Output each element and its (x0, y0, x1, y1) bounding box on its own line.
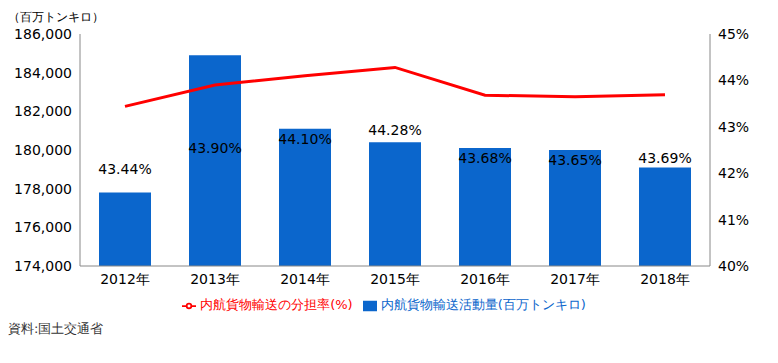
svg-text:184,000: 184,000 (14, 65, 72, 81)
svg-text:180,000: 180,000 (14, 142, 72, 158)
svg-text:174,000: 174,000 (14, 258, 72, 274)
svg-text:2014年: 2014年 (280, 271, 330, 287)
svg-text:182,000: 182,000 (14, 103, 72, 119)
svg-text:44%: 44% (718, 72, 749, 88)
svg-text:2018年: 2018年 (640, 271, 690, 287)
svg-text:45%: 45% (718, 26, 749, 42)
svg-text:2013年: 2013年 (190, 271, 240, 287)
svg-text:44.10%: 44.10% (278, 131, 331, 147)
html-text:内航貨物輸送活動量(百万トンキロ): 内航貨物輸送活動量(百万トンキロ) (380, 297, 586, 312)
html-text:資料:国土交通省: 資料:国土交通省 (8, 321, 104, 336)
svg-text:43.69%: 43.69% (638, 150, 691, 166)
svg-text:43.90%: 43.90% (188, 140, 241, 156)
svg-text:43.44%: 43.44% (98, 161, 151, 177)
svg-text:2016年: 2016年 (460, 271, 510, 287)
svg-text:40%: 40% (718, 258, 749, 274)
svg-text:41%: 41% (718, 212, 749, 228)
svg-text:43.65%: 43.65% (548, 152, 601, 168)
html-text:内航貨物輸送の分担率(%): 内航貨物輸送の分担率(%) (200, 297, 353, 312)
svg-text:43.68%: 43.68% (458, 150, 511, 166)
svg-text:186,000: 186,000 (14, 26, 72, 42)
svg-text:176,000: 176,000 (14, 219, 72, 235)
svg-text:42%: 42% (718, 165, 749, 181)
svg-text:44.28%: 44.28% (368, 122, 421, 138)
svg-text:43%: 43% (718, 119, 749, 135)
svg-text:178,000: 178,000 (14, 181, 72, 197)
html-text:（百万トンキロ）: （百万トンキロ） (8, 10, 104, 24)
svg-text:2017年: 2017年 (550, 271, 600, 287)
svg-text:2012年: 2012年 (100, 271, 150, 287)
svg-text:2015年: 2015年 (370, 271, 420, 287)
